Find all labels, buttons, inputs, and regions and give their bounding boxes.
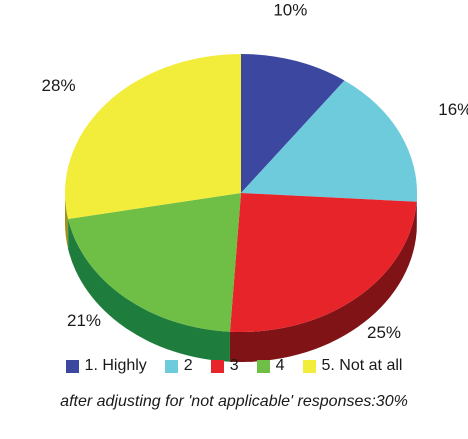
legend-swatch-1 bbox=[65, 359, 79, 373]
legend-label-5: 5. Not at all bbox=[321, 357, 403, 374]
legend-swatch-3 bbox=[210, 359, 224, 373]
pie-label-3: 25% bbox=[367, 323, 401, 342]
pie-slice-3 bbox=[229, 193, 417, 333]
legend-label-3: 3 bbox=[229, 357, 239, 374]
pie-slice-5 bbox=[65, 54, 242, 220]
pie-side-5 bbox=[65, 193, 69, 250]
legend-item-5: 5. Not at all bbox=[302, 357, 403, 375]
legend-swatch-5 bbox=[302, 359, 316, 373]
legend-label-1: 1. Highly bbox=[84, 357, 147, 374]
legend-swatch-4 bbox=[256, 359, 270, 373]
pie-label-1: 10% bbox=[273, 1, 307, 20]
pie-slices bbox=[65, 54, 417, 333]
legend-item-4: 4 bbox=[256, 357, 285, 375]
legend-label-4: 4 bbox=[275, 357, 285, 374]
legend: 1. Highly 2 3 4 5. Not at all bbox=[0, 357, 468, 375]
pie-slice-2 bbox=[241, 80, 417, 202]
pie-side-3 bbox=[229, 201, 417, 363]
legend-item-3: 3 bbox=[210, 357, 239, 375]
legend-item-2: 2 bbox=[164, 357, 193, 375]
legend-label-2: 2 bbox=[183, 357, 193, 374]
pie-sides bbox=[65, 193, 417, 363]
pie-slice-4 bbox=[68, 193, 242, 332]
pie-label-2: 16% bbox=[438, 100, 468, 119]
pie-slice-1 bbox=[241, 54, 345, 193]
legend-item-1: 1. Highly bbox=[65, 357, 147, 375]
pie-labels: 10% 16% 25% 21% 28% bbox=[42, 1, 468, 342]
pie-side-4 bbox=[68, 219, 230, 362]
pie-label-5: 28% bbox=[42, 76, 76, 95]
footnote: after adjusting for 'not applicable' res… bbox=[60, 393, 408, 410]
pie-label-4: 21% bbox=[67, 311, 101, 330]
legend-swatch-2 bbox=[164, 359, 178, 373]
